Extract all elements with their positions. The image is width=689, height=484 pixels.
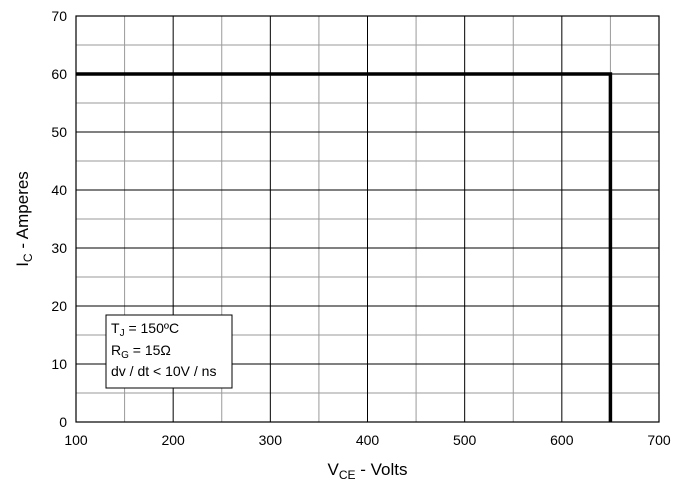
x-tick-label: 200	[161, 432, 185, 448]
series-layer	[76, 72, 613, 422]
plot-frame	[75, 15, 660, 423]
x-tick-label: 100	[64, 432, 88, 448]
condition-dv-dt-text: dv / dt < 10V / ns	[111, 363, 216, 379]
condition-gate-resistance-value: = 15Ω	[129, 342, 171, 358]
condition-junction-temp-subscript: J	[120, 328, 125, 339]
x-axis-title: VCE - Volts	[328, 460, 408, 482]
y-tick-label: 10	[51, 356, 67, 372]
y-tick-label: 40	[51, 182, 67, 198]
y-tick-label: 50	[51, 124, 67, 140]
y-axis-title: IC - Amperes	[13, 171, 35, 267]
y-tick-label: 30	[51, 240, 67, 256]
x-tick-label: 400	[356, 432, 380, 448]
soa-boundary-line	[76, 72, 613, 422]
y-tick-label: 0	[59, 414, 67, 430]
x-axis-title-suffix: - Volts	[356, 460, 408, 479]
x-tick-label: 500	[453, 432, 477, 448]
y-tick-label: 20	[51, 298, 67, 314]
condition-junction-temp-value: = 150ºC	[125, 320, 180, 336]
y-tick-label: 70	[51, 8, 67, 24]
condition-gate-resistance: RG = 15Ω	[111, 342, 171, 361]
conditions-box: TJ = 150ºC RG = 15Ω dv / dt < 10V / ns	[105, 314, 233, 389]
x-tick-label: 600	[550, 432, 574, 448]
condition-gate-resistance-main: R	[111, 342, 121, 358]
y-axis-ticks: 0 10 20 30 40 50 60 70	[51, 8, 67, 430]
condition-junction-temp: TJ = 150ºC	[111, 320, 179, 339]
condition-dv-dt: dv / dt < 10V / ns	[111, 363, 216, 379]
x-axis-ticks: 100 200 300 400 500 600 700	[64, 432, 671, 448]
x-axis-title-main: V	[328, 460, 340, 479]
conditions-box-frame	[105, 314, 233, 389]
y-tick-label: 60	[51, 66, 67, 82]
x-axis-title-subscript: CE	[339, 468, 356, 482]
x-tick-label: 300	[259, 432, 283, 448]
condition-gate-resistance-subscript: G	[121, 350, 129, 361]
y-axis-title-subscript: C	[21, 253, 35, 262]
condition-junction-temp-main: T	[111, 320, 120, 336]
y-axis-title-suffix: - Amperes	[13, 171, 32, 253]
y-axis-title-main: I	[13, 262, 32, 267]
x-tick-label: 700	[647, 432, 671, 448]
